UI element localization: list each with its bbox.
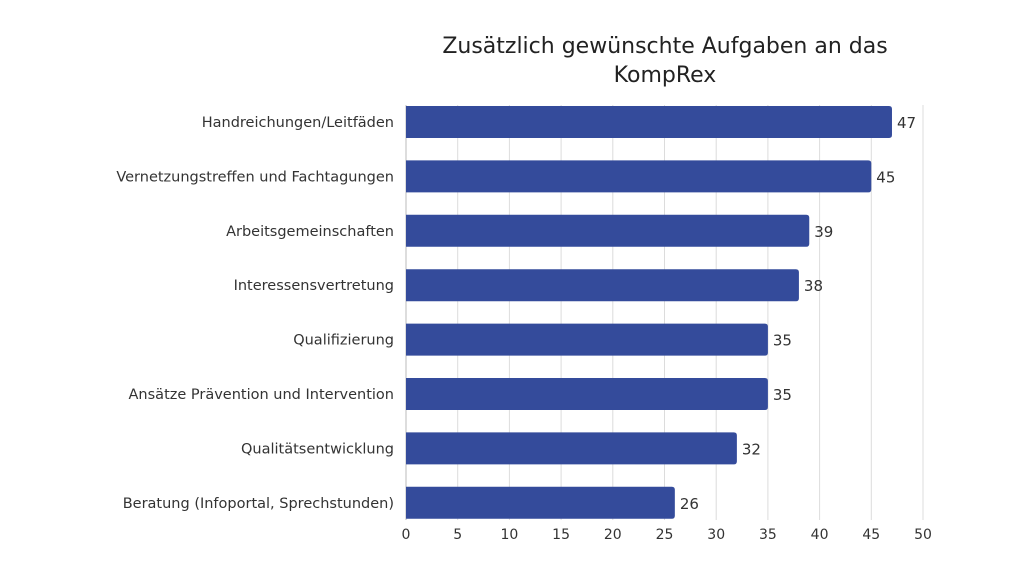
chart-title: Zusätzlich gewünschte Aufgaben an das Ko…: [442, 34, 888, 88]
bar: [406, 323, 768, 356]
x-tick-label: 15: [552, 527, 570, 543]
data-label: 47: [897, 114, 916, 132]
category-label: Interessensvertretung: [234, 278, 394, 294]
x-tick-label: 45: [862, 527, 880, 543]
x-tick-label: 10: [500, 527, 518, 543]
x-tick-label: 35: [759, 527, 777, 543]
data-label: 39: [814, 223, 833, 241]
x-tick-label: 25: [656, 527, 674, 543]
category-label: Beratung (Infoportal, Sprechstunden): [123, 496, 394, 512]
category-label: Arbeitsgemeinschaften: [226, 224, 394, 240]
bar: [406, 214, 810, 247]
bar: [406, 106, 892, 138]
bar: [406, 432, 737, 465]
data-label: 35: [773, 332, 792, 350]
x-tick-label: 5: [453, 527, 462, 543]
data-label: 26: [680, 495, 699, 513]
x-tick-label: 50: [914, 527, 932, 543]
category-label: Qualifizierung: [293, 333, 394, 349]
category-label: Ansätze Prävention und Intervention: [129, 387, 394, 403]
category-label: Handreichungen/Leitfäden: [202, 115, 394, 131]
data-label: 35: [773, 386, 792, 404]
bar: [406, 378, 768, 410]
bar: [406, 160, 872, 193]
category-label: Qualitätsentwicklung: [241, 441, 394, 457]
bar: [406, 269, 799, 302]
data-label: 38: [804, 277, 823, 295]
data-label: 32: [742, 440, 761, 458]
x-tick-label: 0: [402, 527, 411, 543]
bar: [406, 486, 675, 519]
x-tick-label: 20: [604, 527, 622, 543]
data-label: 45: [876, 168, 895, 186]
category-label: Vernetzungstreffen und Fachtagungen: [116, 169, 394, 185]
x-tick-label: 40: [811, 527, 829, 543]
x-tick-label: 30: [707, 527, 725, 543]
